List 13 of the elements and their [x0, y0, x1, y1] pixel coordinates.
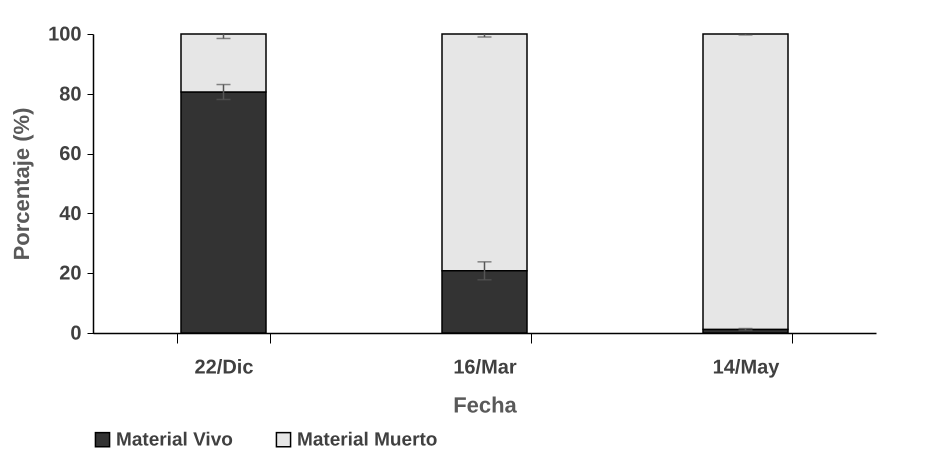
y-tick-label: 40: [59, 202, 82, 225]
x-tick-label: 14/May: [712, 356, 780, 378]
legend-label: Material Muerto: [297, 430, 438, 451]
y-axis-title: Porcentaje (%): [9, 108, 34, 260]
x-tick-label: 22/Dic: [194, 356, 254, 378]
y-tick-label: 100: [48, 24, 82, 46]
legend-label: Material Vivo: [116, 430, 233, 451]
y-tick-label: 60: [59, 143, 82, 166]
y-tick-label: 80: [59, 83, 82, 106]
y-tick-label: 0: [70, 322, 82, 344]
y-tick-label: 20: [59, 262, 82, 285]
x-tick-label: 16/Mar: [453, 356, 517, 378]
x-axis-title: Fecha: [453, 392, 518, 418]
